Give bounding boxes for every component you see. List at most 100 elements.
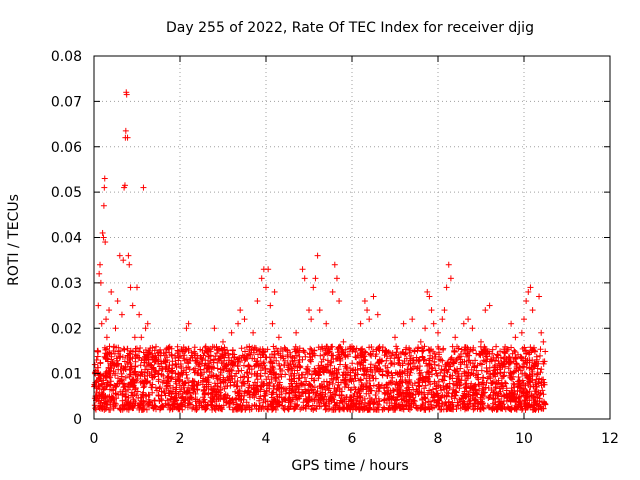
data-point — [237, 307, 244, 314]
data-point — [269, 320, 276, 327]
data-point — [142, 325, 149, 332]
data-point — [126, 261, 133, 268]
data-point — [159, 379, 166, 386]
x-tick-labels: 0 2 4 6 8 10 12 — [90, 431, 619, 447]
data-point — [228, 329, 235, 336]
data-point — [112, 325, 119, 332]
data-point — [284, 347, 291, 354]
data-point — [211, 325, 218, 332]
data-point — [310, 284, 317, 291]
data-point — [482, 307, 489, 314]
data-point — [525, 288, 532, 295]
data-point — [129, 302, 136, 309]
data-point — [183, 325, 190, 332]
data-point — [299, 266, 306, 273]
data-point — [426, 293, 433, 300]
data-point — [179, 347, 186, 354]
data-point — [417, 338, 424, 345]
axis-ticks — [93, 55, 611, 420]
data-point — [435, 329, 441, 336]
data-point — [220, 338, 226, 345]
data-point — [254, 298, 261, 305]
data-point — [250, 329, 257, 336]
y-tick-label: 0.02 — [51, 321, 82, 337]
data-point — [102, 239, 109, 246]
x-tick-label: 6 — [348, 431, 357, 447]
x-tick-label: 0 — [90, 431, 99, 447]
data-point — [529, 307, 536, 314]
data-point — [172, 361, 179, 368]
data-point — [364, 307, 371, 314]
data-point — [478, 338, 484, 345]
data-point — [151, 397, 158, 404]
data-point — [98, 320, 105, 327]
data-point — [258, 275, 265, 282]
chart-title: Day 255 of 2022, Rate Of TEC Index for r… — [166, 20, 534, 36]
data-point — [155, 370, 162, 377]
data-point — [104, 370, 111, 377]
data-point — [120, 257, 127, 264]
data-point — [333, 275, 340, 282]
band-markers — [91, 343, 549, 413]
data-point — [331, 261, 338, 268]
data-point — [340, 338, 347, 345]
data-point — [116, 252, 123, 259]
data-points — [91, 89, 547, 404]
data-point — [263, 284, 269, 291]
data-point — [445, 261, 452, 268]
y-tick-label: 0.03 — [51, 276, 82, 292]
data-point — [312, 275, 319, 282]
data-point — [149, 384, 156, 391]
x-tick-label: 10 — [515, 431, 533, 447]
grid-lines — [94, 56, 610, 419]
data-point — [357, 320, 364, 327]
data-point — [95, 302, 102, 309]
data-point — [185, 320, 192, 327]
data-point — [267, 302, 274, 309]
data-point — [114, 298, 121, 305]
y-tick-label: 0.06 — [51, 140, 82, 156]
data-point — [439, 316, 446, 323]
data-point — [422, 325, 429, 332]
data-point — [323, 320, 330, 327]
x-tick-label: 4 — [262, 431, 271, 447]
data-point — [100, 234, 107, 241]
data-point — [91, 361, 98, 368]
data-point — [194, 352, 201, 359]
data-point — [447, 275, 454, 282]
data-point — [108, 288, 115, 295]
data-point — [306, 307, 312, 314]
x-tick-label: 2 — [176, 431, 185, 447]
y-tick-label: 0 — [73, 412, 82, 428]
data-point — [452, 334, 459, 341]
data-point — [536, 293, 543, 300]
data-point — [370, 293, 377, 300]
data-point — [361, 298, 368, 305]
y-axis-label: ROTI / TECUs — [6, 194, 22, 286]
data-point — [140, 184, 147, 191]
data-point — [392, 334, 398, 341]
data-point — [96, 270, 103, 277]
data-point — [527, 284, 534, 291]
data-point — [127, 284, 134, 291]
data-point — [316, 307, 323, 314]
data-point — [157, 352, 164, 359]
data-point — [94, 347, 101, 354]
data-point — [241, 316, 248, 323]
x-axis-label: GPS time / hours — [291, 458, 408, 474]
data-point — [518, 329, 525, 336]
data-point — [125, 252, 132, 259]
x-tick-label: 8 — [434, 431, 443, 447]
data-point — [123, 91, 130, 98]
data-point — [495, 352, 502, 359]
data-point — [146, 361, 153, 368]
data-point — [131, 334, 138, 341]
data-point — [106, 307, 113, 314]
y-tick-label: 0.07 — [51, 94, 82, 110]
data-point — [99, 229, 106, 236]
data-point — [144, 320, 151, 327]
data-point — [101, 175, 108, 182]
data-point — [538, 329, 545, 336]
data-point — [400, 320, 407, 327]
